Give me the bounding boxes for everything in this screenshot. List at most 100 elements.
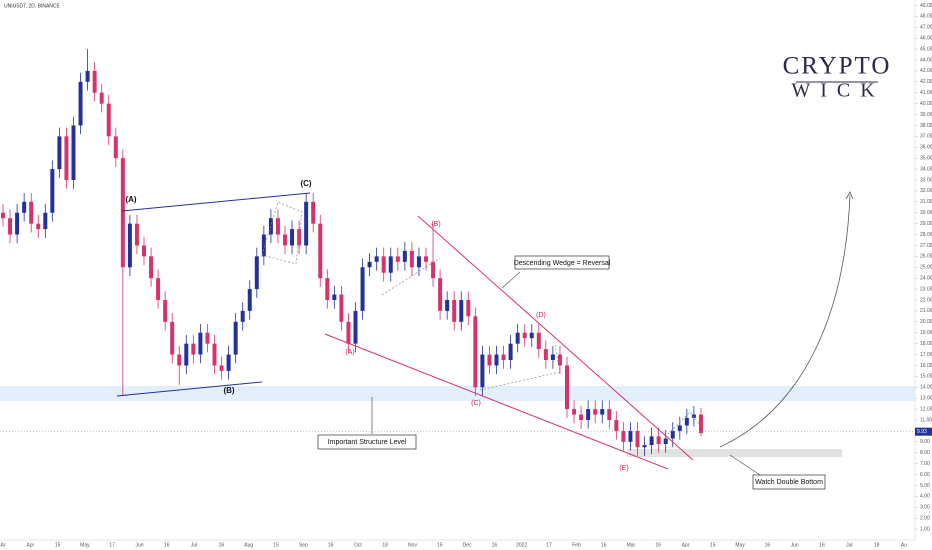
candle-body [628, 430, 633, 442]
candle-body [360, 267, 365, 311]
candle-body [332, 294, 337, 300]
candle-body [205, 332, 210, 344]
candle-body [240, 310, 245, 322]
y-tick-label: 29.00 [920, 221, 932, 227]
structure-zone [0, 386, 915, 401]
y-tick-label: 42.00 [920, 79, 932, 85]
x-tick-label: Jun [791, 542, 799, 548]
y-tick-label: 39.00 [920, 112, 932, 118]
x-tick-label: Aug [244, 542, 253, 548]
candle-body [663, 438, 668, 444]
candle-body [92, 70, 97, 93]
x-tick-label: Oct [354, 542, 362, 548]
y-tick-label: 40.00 [920, 101, 932, 107]
x-tick-label: Dec [463, 542, 472, 548]
y-tick-label: 6.00 [920, 472, 930, 478]
x-tick-label: Apr [682, 542, 690, 548]
y-tick-label: 14.00 [920, 385, 932, 391]
x-tick-label: 17 [109, 542, 115, 548]
candle-body [198, 332, 203, 355]
candle-body [15, 212, 20, 235]
candle-body [635, 430, 640, 448]
x-tick-label: Jul [191, 542, 197, 548]
y-tick-label: 3.00 [920, 505, 930, 511]
y-tick-label: 9.00 [920, 439, 930, 445]
candle-body [529, 332, 534, 339]
x-tick-label: 2022 [516, 542, 527, 548]
y-tick-label: 46.00 [920, 36, 932, 42]
candle-body [424, 256, 428, 262]
wave-label: (A) [345, 349, 354, 356]
callout-text: Descending Wedge = Reversal [514, 260, 611, 267]
candle-body [565, 365, 569, 410]
candle-body [247, 289, 252, 311]
candle-body [586, 409, 591, 420]
y-tick-label: 45.00 [920, 46, 932, 52]
x-tick-label: Mar [627, 542, 636, 548]
y-tick-label: 1.00 [920, 526, 930, 532]
candle-body [297, 229, 302, 246]
candle-body [431, 261, 436, 279]
candle-body [283, 234, 287, 246]
y-tick-label: 22.00 [920, 297, 932, 303]
x-tick-label: 16 [219, 542, 225, 548]
candle-body [22, 201, 27, 213]
y-tick-label: 5.00 [920, 483, 930, 489]
candle-body [579, 414, 584, 420]
y-tick-label: 30.00 [920, 210, 932, 216]
last-price-box [915, 427, 932, 436]
candle-body [85, 70, 90, 82]
candle-body [466, 300, 471, 317]
logo-text: CRYPTO [783, 53, 892, 80]
y-tick-label: 16.00 [920, 363, 932, 369]
y-tick-label: 49.00 [920, 3, 932, 9]
y-tick-label: 17.00 [920, 352, 932, 358]
x-tick-label: 16 [601, 542, 607, 548]
candle-body [487, 354, 492, 366]
y-tick-label: 13.00 [920, 396, 932, 402]
candle-body [177, 354, 182, 366]
x-tick-label: 17 [546, 542, 552, 548]
candle-body [36, 223, 41, 230]
candle-body [170, 321, 175, 355]
candle-body [78, 81, 83, 126]
candle-body [543, 349, 548, 360]
candle-body [43, 212, 48, 230]
y-tick-label: 11.00 [920, 417, 932, 423]
candle-body [522, 332, 527, 339]
candle-body [649, 436, 654, 446]
x-tick-label: Jun [135, 542, 143, 548]
candle-body [127, 223, 132, 268]
x-tick-label: 16 [819, 542, 825, 548]
candle-body [698, 414, 703, 434]
candle-body [212, 343, 217, 366]
x-tick-label: 18 [382, 542, 388, 548]
y-tick-label: 25.00 [920, 265, 932, 271]
candle-body [8, 218, 13, 235]
candle-body [684, 417, 689, 426]
trendlines [116, 191, 854, 476]
candle-body [572, 409, 577, 415]
candle-body [536, 332, 541, 350]
candle-body [134, 223, 139, 246]
candle-body [57, 136, 62, 170]
y-tick-label: 20.00 [920, 319, 932, 325]
candle-body [318, 223, 323, 279]
candle-body [304, 201, 309, 246]
x-tick-label: Nov [408, 542, 417, 548]
candle-body [409, 250, 414, 268]
candle-body [395, 256, 400, 262]
x-tick-label: May [735, 542, 745, 548]
candle-body [191, 343, 196, 355]
y-tick-label: 23.00 [920, 286, 932, 292]
candle-body [346, 321, 351, 344]
candle-body [156, 278, 161, 300]
y-tick-label: 31.00 [920, 199, 932, 205]
candle-body [219, 365, 224, 371]
candle-body [64, 136, 69, 180]
y-tick-label: 21.00 [920, 308, 932, 314]
x-tick-label: 15 [437, 542, 443, 548]
x-tick-label: 16 [492, 542, 498, 548]
x-tick-label: Jul [846, 542, 852, 548]
